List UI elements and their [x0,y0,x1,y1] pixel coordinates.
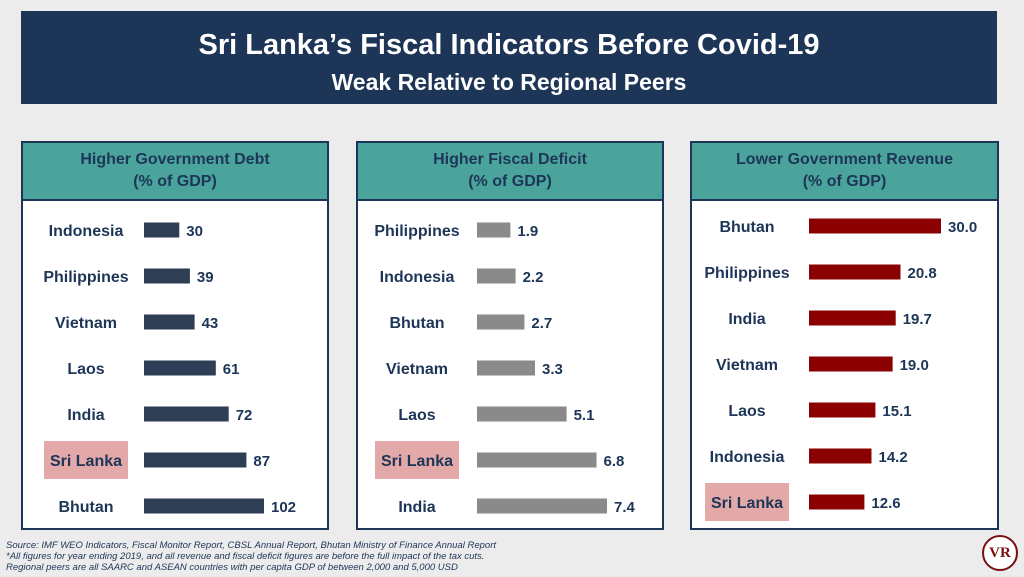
value-label: 2.7 [531,315,552,332]
footnote: Source: IMF WEO Indicators, Fiscal Monit… [6,540,966,573]
bar [809,356,893,372]
value-label: 19.0 [900,357,929,374]
bar [144,498,264,514]
chart-subtitle: (% of GDP) [468,173,552,190]
value-label: 102 [271,499,296,516]
chart-header: Higher Government Debt (% of GDP) [23,143,327,201]
debt-chart-panel: Higher Government Debt (% of GDP) Indone… [21,141,329,530]
chart-header: Lower Government Revenue (% of GDP) [692,143,997,201]
value-label: 30.0 [948,219,977,236]
bar [477,452,597,468]
value-label: 12.6 [871,495,900,512]
bar [144,222,180,238]
bar [809,218,941,234]
highlight-box [375,441,459,479]
value-label: 5.1 [574,407,595,424]
category-label: Sri Lanka [711,495,783,512]
category-label: Sri Lanka [381,453,453,470]
category-label: Bhutan [719,219,774,236]
category-label: Bhutan [58,499,113,516]
value-label: 7.4 [614,499,636,516]
value-label: 6.8 [604,453,625,470]
category-label: Vietnam [55,315,117,332]
bar [809,494,865,510]
deficit-bar-chart: Philippines 1.9 Indonesia 2.2 Bhutan 2.7 Vietn… [374,222,636,516]
value-label: 43 [202,315,219,332]
category-label: Laos [728,403,765,420]
value-label: 61 [223,361,240,378]
category-label: Bhutan [389,315,444,332]
value-label: 39 [197,269,214,286]
category-label: Philippines [43,269,128,286]
bar [144,452,247,468]
chart-subtitle: (% of GDP) [133,173,217,190]
category-label: Laos [67,361,104,378]
category-label: Laos [398,407,435,424]
category-label: India [67,407,104,424]
chart-title: Lower Government Revenue [736,151,953,168]
chart-title: Higher Government Debt [80,151,270,168]
category-label: Philippines [704,265,789,282]
bar [477,222,511,238]
bar [477,360,535,376]
category-label: Indonesia [710,449,785,466]
bar [809,448,872,464]
value-label: 15.1 [882,403,911,420]
deficit-chart-panel: Higher Fiscal Deficit (% of GDP) Philipp… [356,141,664,530]
footnote-note: *All figures for year ending 2019, and a… [6,551,485,562]
chart-subtitle: (% of GDP) [802,173,887,190]
bar [809,264,901,280]
vr-logo: VR [982,535,1018,571]
bar [809,310,896,326]
highlight-box [705,483,789,521]
category-label: Vietnam [386,361,448,378]
bar [144,406,229,422]
bar [477,268,516,284]
revenue-bar-chart: Bhutan 30.0 Philippines 20.8 India 19.7 Vietna… [704,218,977,521]
footnote-source: Source: IMF WEO Indicators, Fiscal Monit… [6,540,496,551]
value-label: 19.7 [903,311,932,328]
category-label: Indonesia [380,269,455,286]
category-label: India [398,499,435,516]
value-label: 72 [236,407,253,424]
footnote-peers: Regional peers are all SAARC and ASEAN c… [6,562,458,573]
bar [144,268,190,284]
page-title: Sri Lanka’s Fiscal Indicators Before Cov… [198,29,820,61]
chart-header: Higher Fiscal Deficit (% of GDP) [358,143,662,201]
category-label: Philippines [374,223,459,240]
title-banner: Sri Lanka’s Fiscal Indicators Before Cov… [21,11,997,104]
bar [144,314,195,330]
value-label: 3.3 [542,361,563,378]
value-label: 1.9 [517,223,538,240]
category-label: Sri Lanka [50,453,122,470]
value-label: 2.2 [523,269,544,286]
value-label: 30 [186,223,203,240]
value-label: 87 [253,453,270,470]
value-label: 14.2 [879,449,908,466]
revenue-chart-panel: Lower Government Revenue (% of GDP) Bhut… [690,141,999,530]
value-label: 20.8 [908,265,937,282]
bar [477,406,567,422]
category-label: Indonesia [49,223,124,240]
page-subtitle: Weak Relative to Regional Peers [331,69,687,95]
debt-bar-chart: Indonesia 30 Philippines 39 Vietnam 43 Laos 61 I… [43,222,296,516]
bar [809,402,876,418]
bar [144,360,216,376]
category-label: Vietnam [716,357,778,374]
highlight-box [44,441,128,479]
bar [477,314,525,330]
category-label: India [728,311,765,328]
chart-title: Higher Fiscal Deficit [433,151,587,168]
bar [477,498,607,514]
